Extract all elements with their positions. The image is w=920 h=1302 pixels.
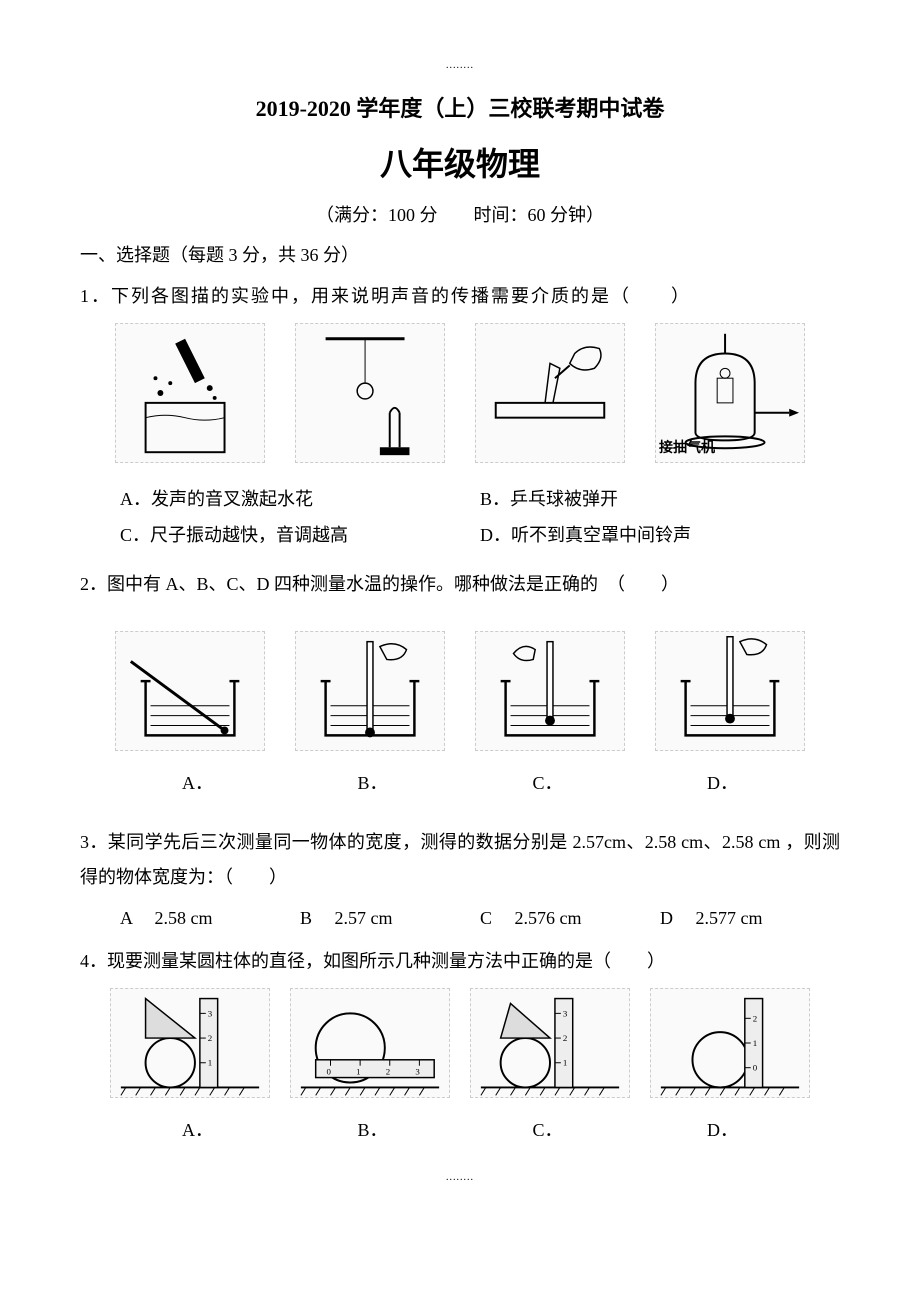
title-subject: 八年级物理	[80, 139, 840, 185]
svg-text:3: 3	[563, 1008, 568, 1018]
q4-lab-b: B．	[285, 1116, 460, 1142]
q4-lab-c: C．	[460, 1116, 635, 1142]
q2-img-c	[475, 631, 625, 751]
q4-img-d: 2 1 0	[650, 988, 810, 1098]
q2-img-b	[295, 631, 445, 751]
section-header: 一、选择题（每题 3 分，共 36 分）	[80, 241, 840, 267]
dots-top: ........	[80, 60, 840, 71]
q1-opt-b: B．乒乓球被弹开	[480, 481, 840, 517]
q1-img-a	[115, 323, 265, 463]
q2-lab-d: D．	[635, 769, 810, 795]
q2-labels: A． B． C． D．	[80, 769, 840, 795]
q1-img-d-label: 接抽气机	[659, 437, 715, 457]
q4-img-b: 0 1 2 3	[290, 988, 450, 1098]
q1-opt-a: A．发声的音叉激起水花	[120, 481, 480, 517]
dots-bottom: ........	[80, 1172, 840, 1183]
q2-lab-a: A．	[110, 769, 285, 795]
svg-text:3: 3	[208, 1008, 213, 1018]
svg-text:1: 1	[563, 1058, 567, 1068]
q1-options: A．发声的音叉激起水花 B．乒乓球被弹开 C．尺子振动越快，音调越高 D．听不到…	[80, 481, 840, 553]
q2-text: 2．图中有 A、B、C、D 四种测量水温的操作。哪种做法是正确的 （ ）	[80, 567, 840, 601]
q3-opt-a: A 2.58 cm	[120, 900, 300, 936]
q1-img-b	[295, 323, 445, 463]
q1-text: 1．下列各图描的实验中，用来说明声音的传播需要介质的是（ ）	[80, 279, 840, 313]
q4-labels: A． B． C． D．	[80, 1116, 840, 1142]
svg-text:1: 1	[753, 1038, 757, 1048]
q2-img-d	[655, 631, 805, 751]
q1-opt-d: D．听不到真空罩中间铃声	[480, 517, 840, 553]
svg-text:0: 0	[753, 1063, 758, 1073]
q4-text: 4．现要测量某圆柱体的直径，如图所示几种测量方法中正确的是（ ）	[80, 944, 840, 978]
exam-info: （满分：100 分 时间：60 分钟）	[80, 201, 840, 227]
svg-text:3: 3	[415, 1067, 420, 1077]
q4-lab-d: D．	[635, 1116, 810, 1142]
q3-opt-b: B 2.57 cm	[300, 900, 480, 936]
q4-images: 3 2 1 0 1 2 3 3 2 1 2 1 0	[80, 988, 840, 1098]
q1-stem: 1．下列各图描的实验中，用来说明声音的传播需要介质的是（ ）	[80, 286, 691, 306]
svg-text:2: 2	[563, 1033, 567, 1043]
q3-opt-c: C 2.576 cm	[480, 900, 660, 936]
svg-text:2: 2	[386, 1067, 390, 1077]
q1-opt-c: C．尺子振动越快，音调越高	[120, 517, 480, 553]
svg-text:2: 2	[753, 1013, 757, 1023]
q3-text: 3．某同学先后三次测量同一物体的宽度，测得的数据分别是 2.57cm、2.58 …	[80, 825, 840, 893]
q2-lab-b: B．	[285, 769, 460, 795]
q4-img-c: 3 2 1	[470, 988, 630, 1098]
q3-opt-d: D 2.577 cm	[660, 900, 840, 936]
svg-text:2: 2	[208, 1033, 212, 1043]
q1-images: 接抽气机	[80, 323, 840, 463]
q2-lab-c: C．	[460, 769, 635, 795]
q2-img-a	[115, 631, 265, 751]
q4-lab-a: A．	[110, 1116, 285, 1142]
q4-img-a: 3 2 1	[110, 988, 270, 1098]
svg-text:0: 0	[327, 1067, 332, 1077]
q3-options: A 2.58 cm B 2.57 cm C 2.576 cm D 2.577 c…	[80, 900, 840, 936]
svg-text:1: 1	[356, 1067, 360, 1077]
q1-img-c	[475, 323, 625, 463]
svg-text:1: 1	[208, 1058, 212, 1068]
title-year: 2019-2020 学年度（上）三校联考期中试卷	[80, 91, 840, 123]
q2-images	[80, 631, 840, 751]
